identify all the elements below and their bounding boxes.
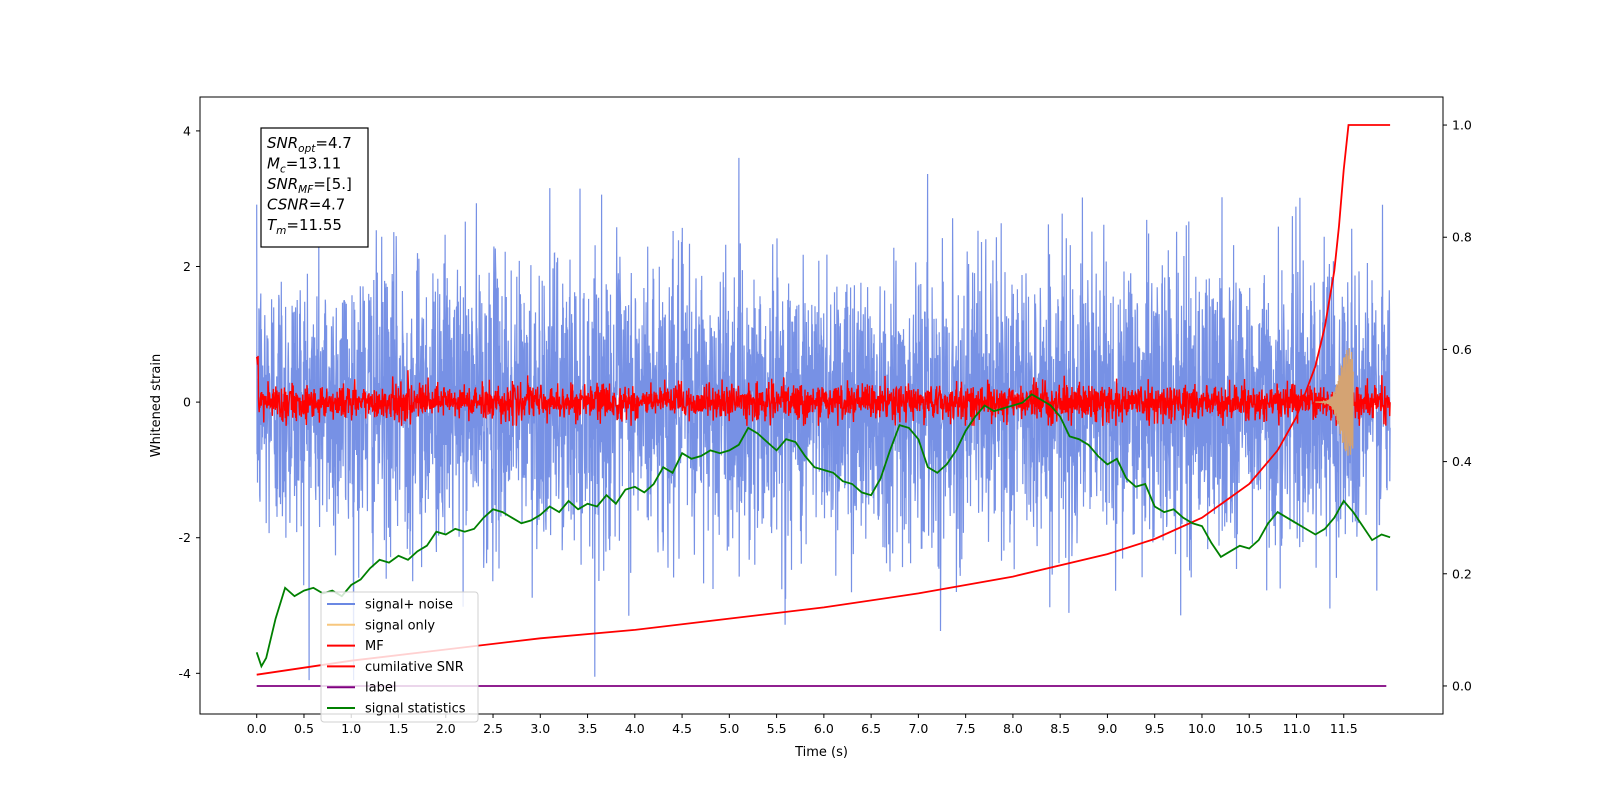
y-right-tick-label: 0.0 bbox=[1452, 678, 1472, 693]
x-tick-label: 3.0 bbox=[530, 721, 550, 736]
y-left-tick-label: 0 bbox=[183, 395, 191, 410]
legend-label: signal statistics bbox=[365, 702, 466, 717]
y-left-tick-label: 4 bbox=[183, 123, 191, 138]
y-left-tick-label: -4 bbox=[179, 666, 192, 681]
legend-label: signal only bbox=[365, 618, 435, 633]
y-right-tick-label: 1.0 bbox=[1452, 118, 1472, 133]
legend-label: label bbox=[365, 681, 396, 696]
x-tick-label: 4.5 bbox=[672, 721, 692, 736]
annotation-line: SNRopt=4.7 bbox=[267, 134, 352, 155]
y-right-tick-label: 0.8 bbox=[1452, 230, 1472, 245]
x-tick-label: 7.5 bbox=[956, 721, 976, 736]
legend-label: signal+ noise bbox=[365, 598, 453, 613]
y-left-tick-label: 2 bbox=[183, 259, 191, 274]
series-signal-statistics bbox=[255, 393, 1391, 669]
plot-frame bbox=[199, 96, 1444, 715]
y-right-tick-label: 0.2 bbox=[1452, 566, 1472, 581]
x-tick-label: 4.0 bbox=[625, 721, 645, 736]
x-axis-label: Time (s) bbox=[794, 745, 848, 760]
x-tick-label: 5.0 bbox=[719, 721, 739, 736]
x-tick-label: 11.5 bbox=[1330, 721, 1358, 736]
x-tick-label: 3.5 bbox=[578, 721, 598, 736]
x-tick-label: 8.0 bbox=[1003, 721, 1023, 736]
y-axis-label: Whitened strain bbox=[149, 354, 164, 457]
y-right-tick-label: 0.6 bbox=[1452, 342, 1472, 357]
series-mf bbox=[256, 355, 1391, 427]
series-cumulative-snr bbox=[256, 124, 1391, 676]
x-tick-label: 7.0 bbox=[908, 721, 928, 736]
annotation-box-frame bbox=[260, 127, 369, 248]
x-tick-label: 2.0 bbox=[436, 721, 456, 736]
x-tick-label: 5.5 bbox=[767, 721, 787, 736]
annotation-line: Mc=13.11 bbox=[267, 155, 341, 176]
x-tick-label: 8.5 bbox=[1050, 721, 1070, 736]
x-tick-label: 1.5 bbox=[389, 721, 409, 736]
x-tick-label: 0.0 bbox=[247, 721, 267, 736]
series-signal-only bbox=[1315, 348, 1354, 456]
y-right-tick-label: 0.4 bbox=[1452, 454, 1472, 469]
x-tick-label: 10.0 bbox=[1188, 721, 1216, 736]
x-tick-label: 2.5 bbox=[483, 721, 503, 736]
x-tick-label: 9.5 bbox=[1145, 721, 1165, 736]
x-tick-label: 6.5 bbox=[861, 721, 881, 736]
legend-label: MF bbox=[365, 639, 384, 654]
annotation-line: CSNR=4.7 bbox=[267, 196, 345, 214]
x-tick-label: 1.0 bbox=[341, 721, 361, 736]
legend-label: cumilative SNR bbox=[365, 660, 464, 675]
x-tick-label: 10.5 bbox=[1235, 721, 1263, 736]
x-tick-label: 0.5 bbox=[294, 721, 314, 736]
y-left-tick-label: -2 bbox=[179, 530, 191, 545]
x-tick-label: 9.0 bbox=[1097, 721, 1117, 736]
annotation-line: SNRMF=[5.] bbox=[267, 175, 352, 196]
x-tick-label: 11.0 bbox=[1283, 721, 1311, 736]
legend: signal+ noise signal only MF cumilative SNR… bbox=[320, 591, 479, 723]
x-tick-label: 6.0 bbox=[814, 721, 834, 736]
plot-area bbox=[255, 124, 1391, 687]
axis-ticks: 0.0 0.5 1.0 1.5 2.0 2.5 3.0 3.5 4.0 4.5 5.0 5.5 6.0 6… bbox=[179, 118, 1472, 736]
annotation-line: Tm=11.55 bbox=[267, 216, 342, 237]
legend-frame bbox=[320, 591, 479, 723]
